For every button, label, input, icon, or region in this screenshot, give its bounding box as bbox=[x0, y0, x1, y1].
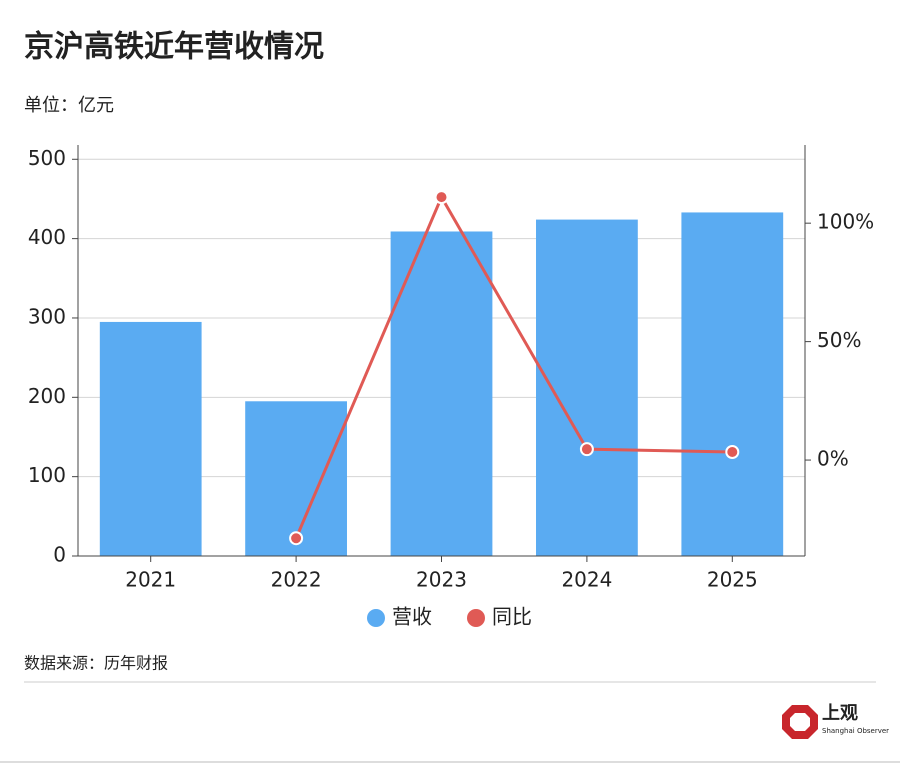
y2-tick-label: 0% bbox=[817, 447, 849, 471]
logo: 上观 Shanghai Observer bbox=[782, 703, 889, 739]
x-tick-label: 2024 bbox=[561, 568, 612, 592]
x-tick-label: 2021 bbox=[125, 568, 176, 592]
legend-label: 同比 bbox=[492, 605, 532, 629]
x-tick-label: 2022 bbox=[271, 568, 322, 592]
x-tick-label: 2025 bbox=[707, 568, 758, 592]
y-tick-label: 300 bbox=[28, 304, 66, 328]
bar bbox=[245, 401, 347, 556]
y-tick-label: 100 bbox=[28, 463, 66, 487]
line-point bbox=[579, 442, 594, 457]
y2-tick-label: 50% bbox=[817, 328, 861, 352]
bar bbox=[99, 321, 202, 556]
y-tick-label: 0 bbox=[53, 543, 66, 567]
line-point bbox=[434, 190, 449, 205]
y-tick-label: 500 bbox=[28, 146, 66, 170]
line-point bbox=[725, 445, 740, 460]
y-tick-label: 400 bbox=[28, 225, 66, 249]
y-tick-label: 200 bbox=[28, 384, 66, 408]
legend-marker bbox=[467, 609, 485, 627]
legend-label: 营收 bbox=[392, 605, 432, 629]
chart-subtitle: 单位：亿元 bbox=[24, 95, 114, 116]
x-tick-label: 2023 bbox=[416, 568, 467, 592]
line bbox=[294, 193, 733, 539]
bar bbox=[681, 212, 784, 556]
y2-tick-label: 100% bbox=[817, 210, 874, 234]
source-note: 数据来源：历年财报 bbox=[24, 654, 168, 673]
line-point bbox=[289, 531, 304, 546]
logo-subtitle: Shanghai Observer bbox=[822, 727, 889, 735]
bar bbox=[390, 231, 493, 556]
logo-icon-inner bbox=[790, 713, 810, 731]
legend-marker bbox=[367, 609, 385, 627]
logo-name: 上观 bbox=[822, 703, 858, 724]
chart-title: 京沪高铁近年营收情况 bbox=[24, 30, 324, 65]
